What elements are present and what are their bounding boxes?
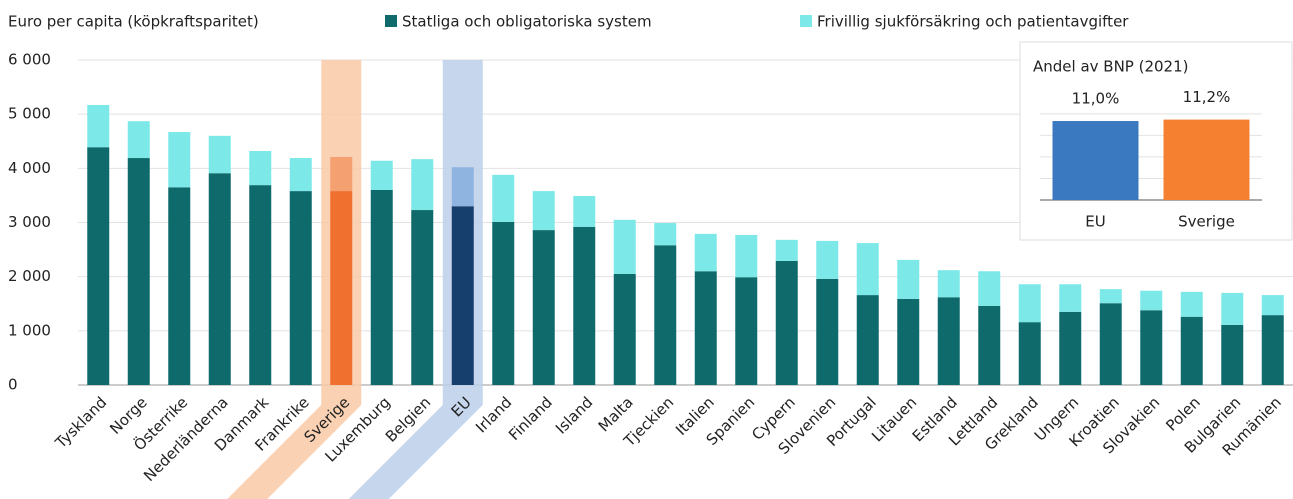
x-tick-label: EU xyxy=(1085,213,1105,231)
bar-segment xyxy=(1221,324,1244,385)
bar-segment xyxy=(127,121,150,159)
bar-segment xyxy=(937,270,960,298)
bar-segment xyxy=(897,298,920,385)
bar-segment xyxy=(654,223,677,246)
bar-segment xyxy=(613,219,636,274)
bar-segment xyxy=(816,278,839,385)
bar-segment xyxy=(1180,291,1203,317)
bar-segment xyxy=(168,187,191,385)
bar-segment xyxy=(978,271,1001,306)
bar-segment xyxy=(330,191,353,385)
bar-segment xyxy=(249,185,272,385)
bar-segment xyxy=(451,167,474,207)
bar-segment xyxy=(775,239,798,261)
bar-segment xyxy=(208,173,231,385)
bar-segment xyxy=(411,210,434,385)
y-tick-label: 3 000 xyxy=(8,213,51,231)
bar-segment xyxy=(654,245,677,385)
bar-segment xyxy=(856,243,879,296)
x-tick-label: Finland xyxy=(505,393,556,444)
bar xyxy=(1163,119,1250,200)
bar-segment xyxy=(1059,284,1082,312)
legend-label: Frivillig sjukförsäkring och patientavgi… xyxy=(817,13,1129,31)
bar-segment xyxy=(775,260,798,385)
x-tick-label: Sverige xyxy=(1178,213,1235,231)
x-tick-label: Tyskland xyxy=(51,393,110,452)
bar-segment xyxy=(1059,311,1082,385)
bar xyxy=(1052,121,1139,200)
bar-segment xyxy=(87,147,110,385)
bar-segment xyxy=(1261,295,1284,316)
bar-segment xyxy=(532,230,555,385)
bar-segment xyxy=(87,104,110,148)
bar-segment xyxy=(289,158,312,192)
bar-segment xyxy=(370,190,393,385)
bar-segment xyxy=(1099,289,1122,304)
bar-segment xyxy=(694,233,717,272)
bar-segment xyxy=(532,191,555,231)
bar-segment xyxy=(1099,303,1122,385)
bar-segment xyxy=(816,240,839,279)
x-tick-label: Island xyxy=(552,393,596,437)
bar-segment xyxy=(492,221,515,385)
bar-segment xyxy=(127,158,150,385)
bar-segment xyxy=(978,305,1001,385)
bar-segment xyxy=(289,191,312,385)
highlight-band xyxy=(348,60,483,499)
bar-segment xyxy=(1140,290,1163,311)
bar-segment xyxy=(573,226,596,385)
bar-segment xyxy=(451,206,474,385)
bar-segment xyxy=(1018,322,1041,385)
y-tick-label: 4 000 xyxy=(8,159,51,177)
x-tick-label: Litauen xyxy=(868,393,920,445)
highlight-band xyxy=(227,60,362,499)
bar-segment xyxy=(735,277,758,385)
y-tick-label: 6 000 xyxy=(8,51,51,69)
y-tick-label: 1 000 xyxy=(8,321,51,339)
y-tick-label: 5 000 xyxy=(8,105,51,123)
bar-segment xyxy=(694,271,717,385)
bar-segment xyxy=(249,151,272,186)
bar-segment xyxy=(208,135,231,174)
bar-segment xyxy=(492,174,515,222)
bar-segment xyxy=(937,297,960,385)
bar-segment xyxy=(411,159,434,211)
bar-segment xyxy=(856,295,879,385)
bar-segment xyxy=(897,259,920,299)
bar-segment xyxy=(735,234,758,278)
bar-segment xyxy=(1261,315,1284,385)
value-label: 11,2% xyxy=(1183,88,1231,106)
bar-segment xyxy=(370,160,393,190)
bar-segment xyxy=(1140,310,1163,385)
bar-segment xyxy=(1180,316,1203,385)
bar-segment xyxy=(168,132,191,188)
inset-title: Andel av BNP (2021) xyxy=(1033,58,1189,76)
y-tick-label: 2 000 xyxy=(8,267,51,285)
y-axis-label: Euro per capita (köpkraftsparitet) xyxy=(8,13,259,31)
bar-segment xyxy=(1221,292,1244,325)
bar-segment xyxy=(613,273,636,385)
legend-label: Statliga och obligatoriska system xyxy=(402,13,652,31)
bar-segment xyxy=(573,195,596,227)
bar-segment xyxy=(1018,284,1041,323)
value-label: 11,0% xyxy=(1072,90,1120,108)
y-tick-label: 0 xyxy=(8,376,18,394)
legend-swatch xyxy=(385,15,397,27)
legend-swatch xyxy=(800,15,812,27)
bar-segment xyxy=(330,156,353,192)
